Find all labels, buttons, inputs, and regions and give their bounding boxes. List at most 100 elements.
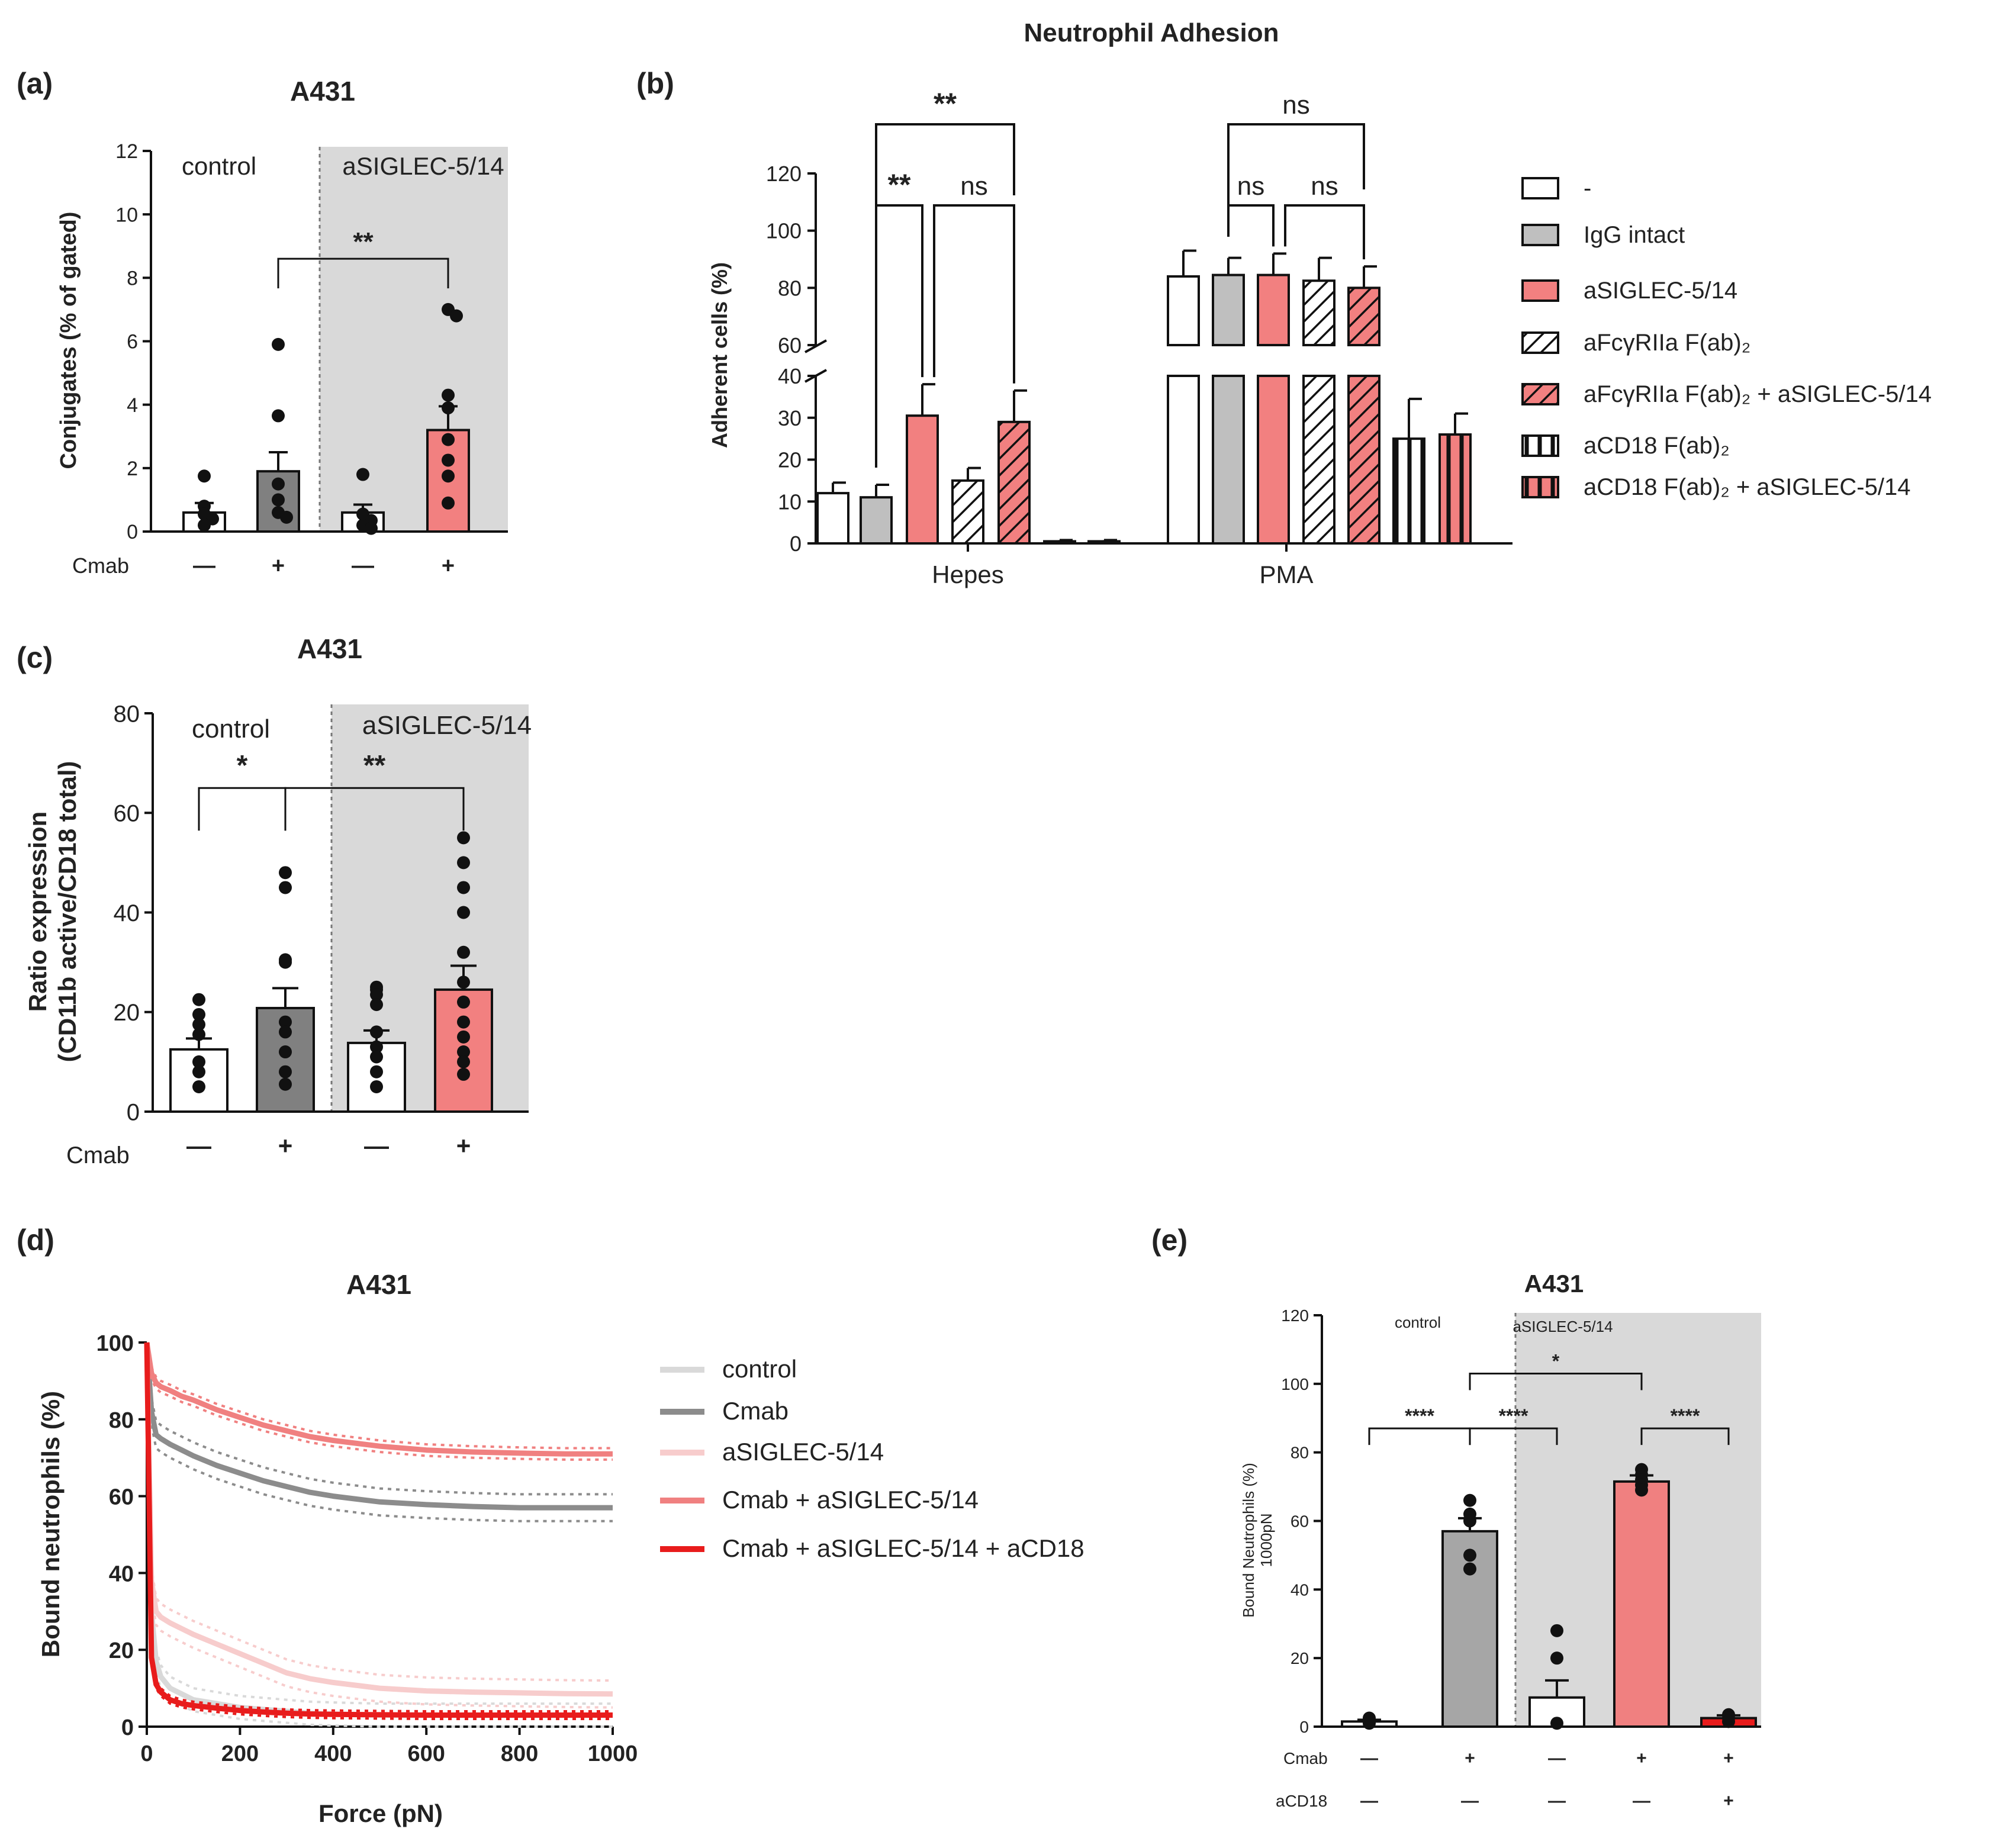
series-line [144, 1342, 613, 1697]
data-point [1463, 1562, 1476, 1576]
bar [1392, 437, 1425, 545]
panel-d-title: A431 [346, 1269, 411, 1300]
bar-lower [1257, 375, 1290, 545]
data-point [279, 1025, 292, 1039]
data-point [370, 1040, 383, 1054]
confidence-band-lower [146, 1342, 613, 1709]
panel-e-ylabel2: 1000pN [1257, 1513, 1275, 1567]
confidence-band-upper [146, 1342, 613, 1712]
confidence-band-lower [146, 1342, 613, 1461]
panel-a-region-control: control [182, 152, 256, 180]
panel-b-ylabel: Adherent cells (%) [707, 262, 732, 448]
category-label: — [1548, 1791, 1566, 1811]
bar-upper [1257, 273, 1290, 347]
y-tick-label: 40 [109, 1562, 134, 1586]
bar [1613, 1480, 1670, 1728]
y-tick-label: 120 [1281, 1306, 1309, 1325]
panel-e-axis: 0 20 40 60 80 100 120 [1281, 1306, 1761, 1736]
bar [860, 496, 893, 545]
significance-label: **** [1405, 1405, 1434, 1427]
bar [951, 479, 984, 545]
y-tick-label: 10 [115, 204, 138, 226]
category-label: — [1360, 1749, 1378, 1768]
significance-label: ns [1311, 172, 1338, 201]
panel-label-d: (d) [17, 1224, 54, 1257]
data-point [1363, 1717, 1376, 1730]
significance-bracket [933, 204, 1015, 384]
panel-a-region-siglec: aSIGLEC-5/14 [342, 152, 504, 180]
y-tick-label: 40 [114, 900, 140, 926]
confidence-band-lower [146, 1342, 613, 1728]
significance-label: ** [934, 87, 957, 120]
panel-d-legend: control Cmab aSIGLEC-5/14 Cmab + aSIGLEC-5/… [660, 1355, 1085, 1562]
data-point [279, 881, 292, 894]
bar-lower [1212, 375, 1245, 545]
data-point [192, 1018, 205, 1031]
legend-swatch [1521, 434, 1559, 457]
significance-bracket [1227, 123, 1365, 205]
data-point [1550, 1651, 1563, 1665]
significance-bracket [198, 787, 287, 831]
confidence-band-lower [146, 1342, 613, 1522]
panel-label-e: (e) [1151, 1224, 1188, 1257]
y-tick-label: 80 [778, 276, 802, 300]
y-tick-label: 4 [127, 394, 138, 417]
y-tick-label: 8 [127, 268, 138, 290]
legend-swatch [1521, 331, 1559, 354]
data-point [1550, 1717, 1563, 1730]
category-label: — [1633, 1791, 1650, 1811]
significance-bracket [1640, 1427, 1730, 1445]
panel-b-sig: ** ** ns ns ns ns [875, 87, 1365, 468]
panel-e-points [1363, 1463, 1735, 1730]
series-line [144, 1342, 613, 1511]
x-tick-label: 200 [221, 1741, 259, 1766]
panel-b-legend: - IgG intact aSIGLEC-5/14 aFcγRIIa F(ab)₂ aF… [1521, 175, 1932, 500]
category-label: + [442, 553, 455, 578]
data-point [272, 493, 285, 507]
significance-label: ns [1282, 91, 1309, 120]
category-label: + [272, 553, 285, 578]
category-label: + [456, 1132, 471, 1160]
y-tick-label: 0 [127, 1099, 140, 1125]
panel-e-ylabel: Bound Neutrophils (%) [1240, 1463, 1257, 1618]
series-line [144, 1342, 613, 1718]
panel-c-title: A431 [297, 633, 362, 664]
data-point [1463, 1493, 1476, 1507]
panel-e: A431 control aSIGLEC-5/14 Bound Neutroph… [1240, 1270, 1761, 1811]
x-tick-label: 0 [140, 1741, 153, 1766]
panel-c-region-control: control [192, 714, 270, 743]
panel-label-b: (b) [636, 67, 674, 100]
panel-e-title: A431 [1524, 1270, 1584, 1298]
panel-b-title: Neutrophil Adhesion [1024, 18, 1279, 47]
legend-swatch [1521, 279, 1559, 302]
panel-c-region-siglec: aSIGLEC-5/14 [362, 711, 532, 740]
x-tick-label: 800 [501, 1741, 538, 1766]
y-tick-label: 0 [790, 532, 802, 556]
panel-c-points [192, 831, 470, 1093]
category-label: + [1636, 1749, 1647, 1768]
legend-label: aFcγRIIa F(ab)₂ + aSIGLEC-5/14 [1584, 381, 1932, 407]
y-tick-label: 30 [778, 406, 802, 430]
panel-a-cats: — + — + [193, 553, 455, 578]
confidence-band-upper [146, 1342, 613, 1496]
data-point [457, 975, 470, 989]
significance-bracket [1368, 1427, 1471, 1445]
legend-label: Cmab [722, 1397, 789, 1425]
category-label: — [364, 1132, 389, 1160]
significance-bracket [875, 123, 1015, 237]
data-point [370, 1080, 383, 1093]
confidence-band-upper [146, 1342, 613, 1450]
legend-label: - [1584, 175, 1591, 201]
panel-label-c: (c) [17, 641, 53, 674]
significance-bracket [1284, 204, 1365, 260]
data-point [192, 1065, 205, 1078]
category-label: + [1723, 1791, 1734, 1811]
data-point [279, 866, 292, 880]
panel-d: A431 Bound neutrophils (%) Force (pN) 0 2… [37, 1269, 1085, 1827]
y-tick-label: 0 [127, 521, 138, 543]
data-point [442, 496, 455, 510]
panel-a-title: A431 [290, 76, 355, 107]
data-point [370, 1065, 383, 1078]
y-tick-label: 80 [114, 701, 140, 727]
data-point [457, 906, 470, 919]
